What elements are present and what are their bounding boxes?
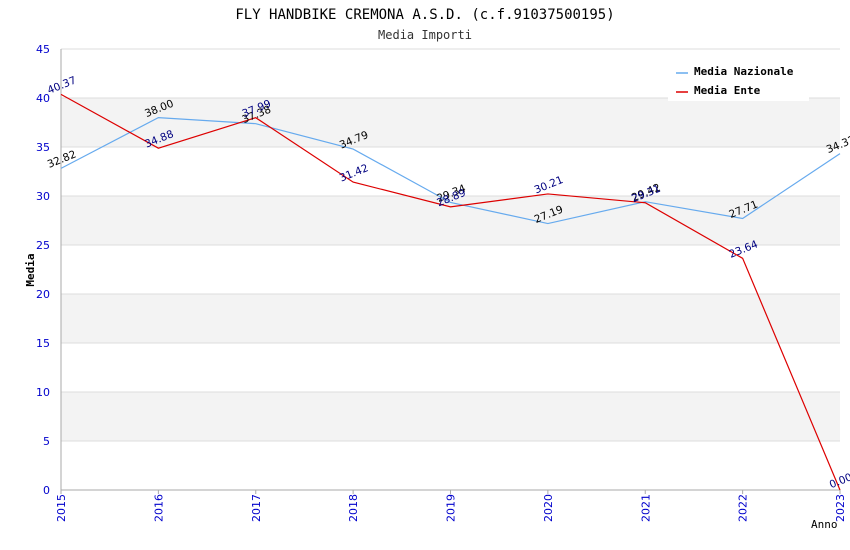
plot-band <box>61 294 840 343</box>
x-tick-label: 2016 <box>152 494 165 522</box>
legend: Media Nazionale Media Ente <box>668 58 809 101</box>
y-tick-label: 10 <box>36 386 50 399</box>
chart-subtitle: Media Importi <box>378 28 472 42</box>
y-tick-label: 35 <box>36 141 50 154</box>
x-tick-label: 2023 <box>834 494 847 522</box>
y-tick-label: 25 <box>36 239 50 252</box>
y-tick-label: 45 <box>36 43 50 56</box>
x-tick-label: 2018 <box>347 494 360 522</box>
series-line-media-nazionale <box>60 116 841 225</box>
legend-label-media-nazionale: Media Nazionale <box>694 65 794 78</box>
plot-band <box>61 98 840 147</box>
plot-background-bands <box>61 49 840 490</box>
gridlines <box>61 48 840 491</box>
series-line-media-ente <box>60 93 841 491</box>
x-tick-label: 2021 <box>639 494 652 522</box>
x-tick-label: 2019 <box>445 494 458 522</box>
y-tick-label: 20 <box>36 288 50 301</box>
plot-band <box>61 441 840 490</box>
x-tick-labels: 2015 2016 2017 2018 2019 2020 2021 2022 2023 <box>55 490 847 522</box>
plot-band <box>61 245 840 294</box>
y-tick-labels: 0 5 10 15 20 25 30 35 40 45 <box>36 43 50 497</box>
plot-band <box>61 392 840 441</box>
y-tick-label: 40 <box>36 92 50 105</box>
legend-label-media-ente: Media Ente <box>694 84 761 97</box>
plot-band <box>61 343 840 392</box>
x-tick-label: 2020 <box>542 494 555 522</box>
plot-band <box>61 196 840 245</box>
x-tick-label: 2022 <box>737 494 750 522</box>
x-tick-label: 2015 <box>55 494 68 522</box>
y-tick-label: 5 <box>43 435 50 448</box>
y-tick-label: 15 <box>36 337 50 350</box>
x-axis-label: Anno <box>811 518 838 531</box>
y-tick-label: 30 <box>36 190 50 203</box>
series-layer <box>60 93 841 491</box>
legend-box <box>668 58 809 101</box>
plot-band <box>61 147 840 196</box>
chart-title: FLY HANDBIKE CREMONA A.S.D. (c.f.9103750… <box>235 7 614 23</box>
x-tick-label: 2017 <box>250 494 263 522</box>
y-axis-label: Media <box>24 253 37 286</box>
y-tick-label: 0 <box>43 484 50 497</box>
